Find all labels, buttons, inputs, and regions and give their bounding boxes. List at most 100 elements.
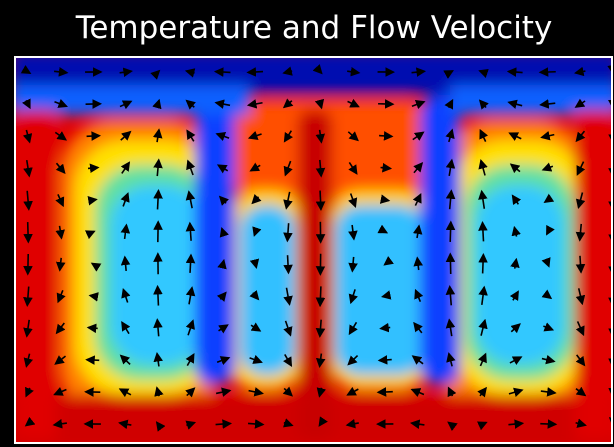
arrow <box>508 132 522 142</box>
arrow <box>283 418 294 428</box>
arrow <box>445 318 456 337</box>
arrow <box>215 131 230 142</box>
arrow <box>379 322 391 333</box>
arrow <box>315 286 326 308</box>
arrow <box>56 289 66 304</box>
arrow <box>507 99 523 109</box>
arrow <box>508 387 524 397</box>
arrow <box>509 290 519 301</box>
arrow <box>54 67 69 77</box>
arrow <box>86 131 102 141</box>
arrow <box>509 163 521 174</box>
arrow <box>84 230 96 240</box>
arrow <box>55 162 66 175</box>
arrow <box>55 322 66 335</box>
arrow <box>506 67 523 77</box>
arrow <box>383 256 394 266</box>
arrow <box>478 99 489 110</box>
arrow <box>346 386 359 396</box>
arrow <box>412 224 423 239</box>
arrow <box>345 418 359 429</box>
arrow <box>54 131 67 141</box>
arrow <box>478 159 488 176</box>
arrow <box>315 129 325 144</box>
arrow <box>119 100 133 110</box>
arrow <box>539 99 556 109</box>
arrow <box>249 354 263 364</box>
arrow <box>476 421 488 431</box>
arrow <box>153 351 163 367</box>
arrow <box>377 224 389 234</box>
arrow <box>87 163 100 174</box>
arrow <box>312 64 323 75</box>
arrow <box>409 419 425 429</box>
arrow <box>283 191 293 210</box>
arrow <box>218 324 229 334</box>
arrow <box>410 388 425 398</box>
arrow <box>478 252 488 274</box>
arrow <box>541 257 551 268</box>
arrow <box>185 420 197 430</box>
arrow <box>213 67 231 77</box>
arrow <box>540 387 557 397</box>
arrow <box>413 162 424 174</box>
arrow <box>185 99 196 110</box>
arrow <box>152 98 162 110</box>
arrow <box>23 286 33 307</box>
arrow <box>186 129 196 142</box>
arrow <box>88 292 99 302</box>
arrow <box>155 421 166 432</box>
arrow <box>119 354 131 365</box>
arrow <box>411 100 426 110</box>
arrow <box>249 162 261 172</box>
arrow <box>184 68 196 78</box>
arrow <box>283 223 293 243</box>
arrow <box>23 353 34 368</box>
arrow <box>121 320 131 335</box>
arrow <box>52 419 67 429</box>
arrow <box>348 193 358 208</box>
arrow <box>248 387 264 397</box>
arrow <box>478 189 488 209</box>
arrow <box>283 255 293 275</box>
arrow <box>413 321 423 334</box>
arrow <box>381 290 392 300</box>
arrow <box>252 226 262 237</box>
arrow <box>120 255 131 272</box>
arrow <box>478 285 488 305</box>
arrow <box>574 98 586 108</box>
arrow <box>246 99 263 109</box>
arrow <box>283 130 293 143</box>
arrow <box>283 354 293 367</box>
arrow <box>216 164 229 174</box>
arrow <box>575 386 587 397</box>
arrow <box>246 67 264 77</box>
arrow <box>315 190 326 212</box>
arrow <box>119 67 133 78</box>
arrow <box>283 320 293 337</box>
arrow <box>538 67 556 77</box>
arrow <box>479 128 489 142</box>
arrow <box>411 67 427 77</box>
arrow <box>247 419 265 429</box>
arrow <box>541 162 554 172</box>
arrow <box>446 352 456 367</box>
arrow <box>185 387 196 398</box>
arrow <box>185 286 196 305</box>
arrow <box>22 129 33 144</box>
arrow <box>509 356 523 366</box>
arrow <box>186 159 196 176</box>
arrow <box>185 221 196 241</box>
arrow <box>215 387 232 397</box>
arrow <box>217 258 227 270</box>
arrow <box>376 387 393 397</box>
title: Temperature and Flow Velocity <box>75 10 553 46</box>
arrow <box>54 98 69 108</box>
arrow <box>218 195 229 206</box>
arrow <box>120 161 131 174</box>
plot-frame <box>14 56 613 444</box>
arrow <box>511 225 521 237</box>
arrow <box>215 419 233 429</box>
arrow <box>477 352 487 367</box>
